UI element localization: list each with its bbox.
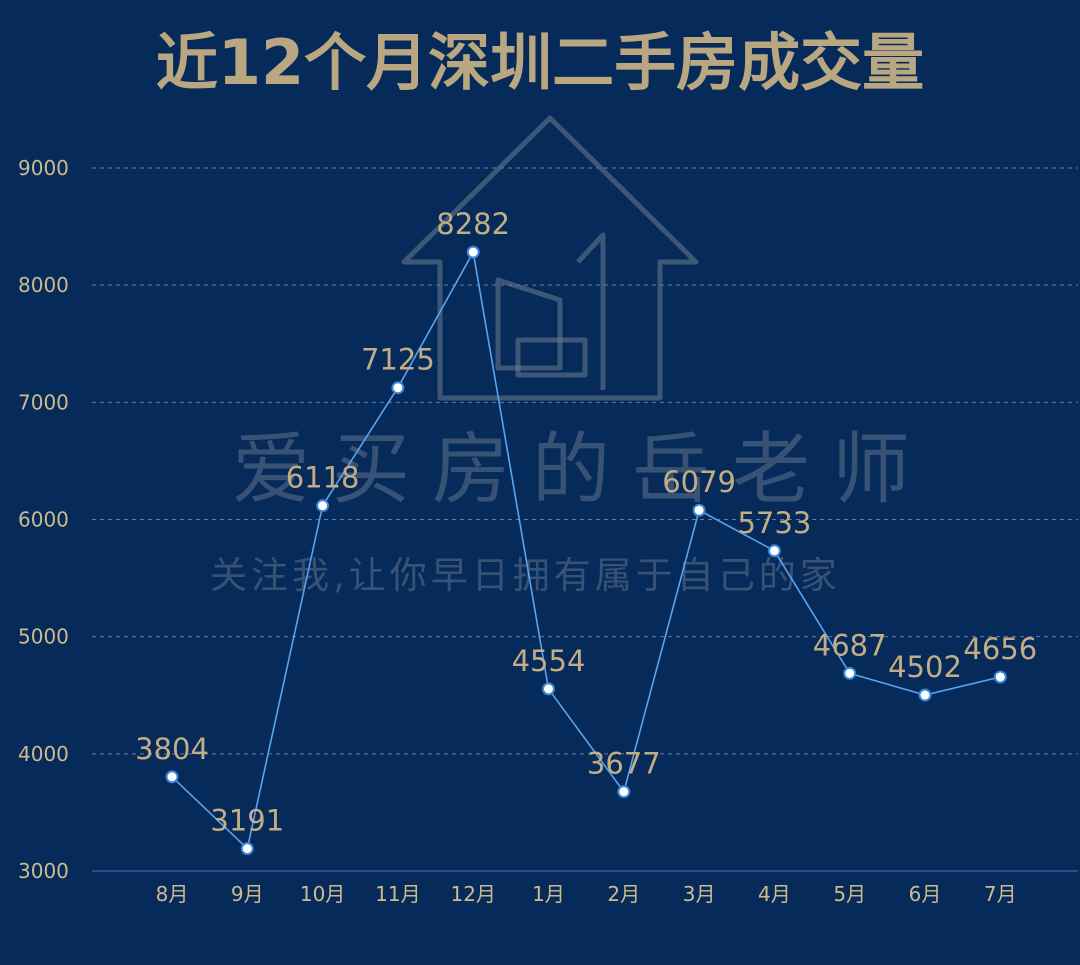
data-label: 4554 [512,644,586,678]
data-label: 8282 [436,207,510,241]
x-tick-label: 2月 [607,882,640,906]
chart-title: 近12个月深圳二手房成交量 [156,26,924,99]
data-label: 7125 [361,343,435,377]
x-tick-label: 3月 [683,882,716,906]
y-tick-label: 8000 [18,273,69,297]
data-point [993,670,1007,684]
data-label: 3677 [587,747,661,781]
series-layer [165,245,1007,856]
y-tick-label: 3000 [18,859,69,883]
data-point [692,503,706,517]
data-point [316,499,330,513]
data-label: 3804 [135,732,209,766]
y-axis: 3000 4000 5000 6000 7000 8000 9000 [18,156,69,883]
house-logo-icon [401,115,699,401]
y-tick-label: 9000 [18,156,69,180]
data-point [165,770,179,784]
data-label: 6118 [286,461,360,495]
x-tick-label: 6月 [909,882,942,906]
x-tick-label: 9月 [231,882,264,906]
x-tick-label: 7月 [984,882,1017,906]
x-tick-label: 1月 [532,882,565,906]
y-tick-label: 4000 [18,742,69,766]
watermark-slogan: 关注我,让你早日拥有属于自己的家 [210,554,841,597]
x-tick-label: 8月 [156,882,189,906]
data-label: 6079 [662,465,736,499]
data-point [391,381,405,395]
data-label: 5733 [737,506,811,540]
data-point [466,245,480,259]
x-tick-label: 4月 [758,882,791,906]
y-tick-label: 7000 [18,390,69,414]
y-tick-label: 5000 [18,625,69,649]
data-point [240,842,254,856]
series-line [171,249,1001,851]
data-label: 4687 [813,628,887,662]
x-tick-label: 11月 [375,882,420,906]
y-tick-label: 6000 [18,508,69,532]
data-point [542,682,555,696]
data-label: 4656 [963,632,1037,666]
x-axis: 8月 9月 10月 11月 12月 1月 2月 3月 4月 5月 6月 7月 [156,882,1017,906]
data-point [617,785,631,799]
data-label: 4502 [888,650,962,684]
data-point [843,666,857,680]
x-tick-label: 12月 [450,882,495,906]
data-point [918,688,932,702]
x-tick-label: 10月 [300,882,345,906]
data-label: 3191 [210,804,284,838]
x-tick-label: 5月 [833,882,866,906]
grid-layer [92,167,1078,872]
data-point [767,544,781,558]
